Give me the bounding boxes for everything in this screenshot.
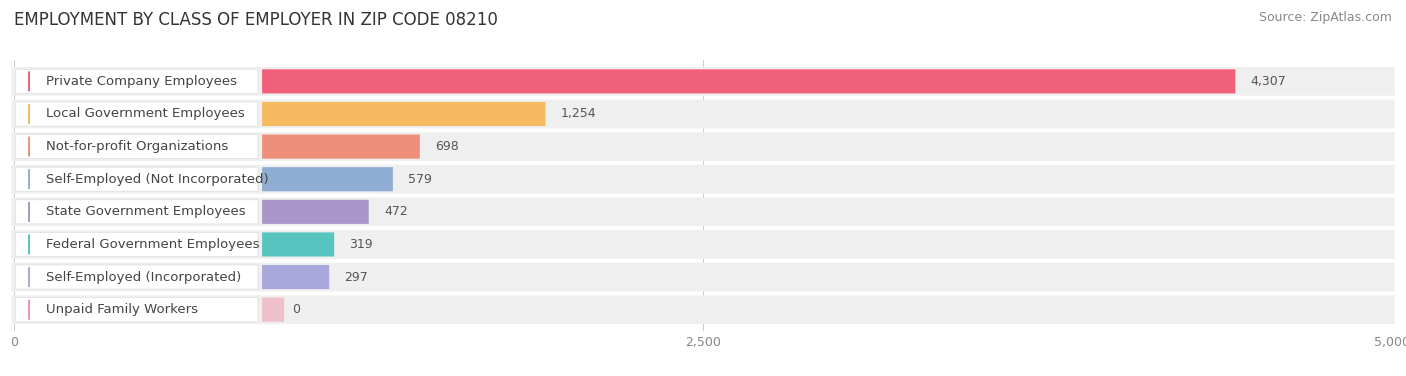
Text: 1,254: 1,254 <box>561 108 596 120</box>
Text: 472: 472 <box>384 205 408 218</box>
FancyBboxPatch shape <box>262 167 392 191</box>
FancyBboxPatch shape <box>262 200 368 224</box>
FancyBboxPatch shape <box>11 263 1395 291</box>
Text: Federal Government Employees: Federal Government Employees <box>46 238 259 251</box>
FancyBboxPatch shape <box>262 232 335 256</box>
FancyBboxPatch shape <box>262 69 1236 93</box>
Text: 319: 319 <box>349 238 373 251</box>
FancyBboxPatch shape <box>262 135 420 159</box>
Text: 698: 698 <box>434 140 458 153</box>
Text: Self-Employed (Not Incorporated): Self-Employed (Not Incorporated) <box>46 173 269 186</box>
Text: Local Government Employees: Local Government Employees <box>46 108 245 120</box>
FancyBboxPatch shape <box>262 265 329 289</box>
Text: State Government Employees: State Government Employees <box>46 205 246 218</box>
Text: Source: ZipAtlas.com: Source: ZipAtlas.com <box>1258 11 1392 24</box>
Text: 4,307: 4,307 <box>1250 75 1286 88</box>
FancyBboxPatch shape <box>11 230 1395 259</box>
Text: Self-Employed (Incorporated): Self-Employed (Incorporated) <box>46 271 240 284</box>
FancyBboxPatch shape <box>11 67 1395 96</box>
Text: 0: 0 <box>292 303 301 316</box>
FancyBboxPatch shape <box>262 298 284 322</box>
FancyBboxPatch shape <box>15 298 257 322</box>
FancyBboxPatch shape <box>15 265 257 289</box>
FancyBboxPatch shape <box>11 197 1395 226</box>
FancyBboxPatch shape <box>15 135 257 159</box>
FancyBboxPatch shape <box>11 132 1395 161</box>
Text: Not-for-profit Organizations: Not-for-profit Organizations <box>46 140 228 153</box>
Text: 297: 297 <box>344 271 368 284</box>
Text: Unpaid Family Workers: Unpaid Family Workers <box>46 303 198 316</box>
FancyBboxPatch shape <box>11 295 1395 324</box>
FancyBboxPatch shape <box>11 165 1395 194</box>
FancyBboxPatch shape <box>15 102 257 126</box>
Text: 579: 579 <box>408 173 432 186</box>
FancyBboxPatch shape <box>15 69 257 93</box>
FancyBboxPatch shape <box>15 200 257 224</box>
FancyBboxPatch shape <box>15 232 257 256</box>
Text: Private Company Employees: Private Company Employees <box>46 75 236 88</box>
FancyBboxPatch shape <box>262 102 546 126</box>
Text: EMPLOYMENT BY CLASS OF EMPLOYER IN ZIP CODE 08210: EMPLOYMENT BY CLASS OF EMPLOYER IN ZIP C… <box>14 11 498 29</box>
FancyBboxPatch shape <box>11 100 1395 128</box>
FancyBboxPatch shape <box>15 167 257 191</box>
